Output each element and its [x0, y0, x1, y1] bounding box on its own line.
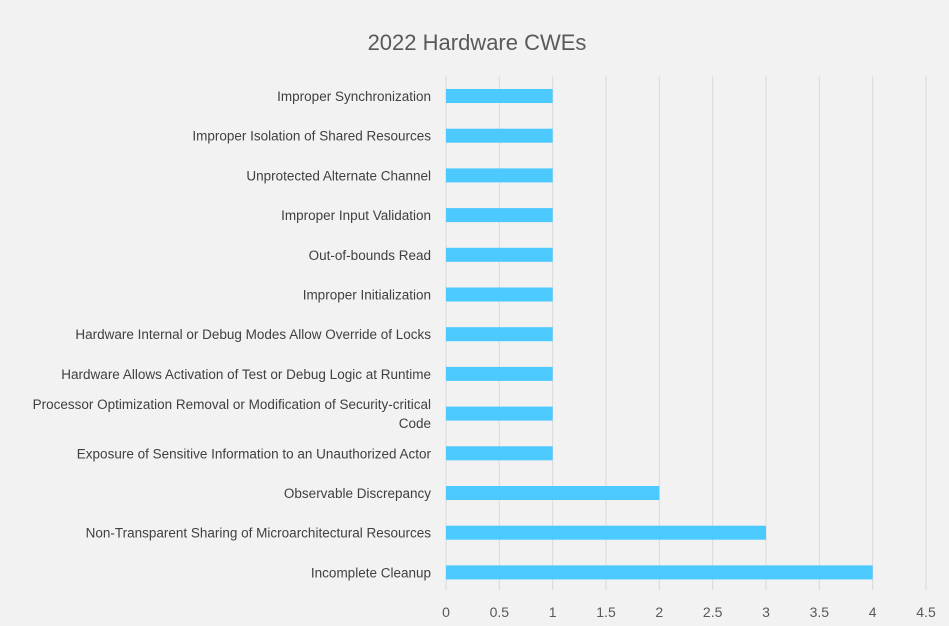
- bars: [446, 89, 873, 580]
- chart-title: 2022 Hardware CWEs: [368, 30, 587, 55]
- bar: [446, 128, 553, 143]
- bar: [446, 168, 553, 183]
- x-tick-label: 1: [549, 604, 557, 620]
- bar: [446, 327, 553, 342]
- x-tick-label: 3: [762, 604, 770, 620]
- x-tick-label: 4.5: [916, 604, 936, 620]
- x-tick-label: 0: [442, 604, 450, 620]
- category-label: Hardware Allows Activation of Test or De…: [61, 367, 431, 382]
- x-tick-label: 0.5: [490, 604, 510, 620]
- category-label: Incomplete Cleanup: [311, 565, 431, 580]
- bar: [446, 208, 553, 223]
- x-tick-label: 3.5: [810, 604, 830, 620]
- category-label: Improper Input Validation: [281, 208, 431, 223]
- x-axis-tick-labels: 0 0.5 1 1.5 2 2.5 3 3.5 4 4.5: [442, 604, 936, 620]
- category-label: Hardware Internal or Debug Modes Allow O…: [75, 327, 431, 342]
- category-labels: Improper Synchronization Improper Isolati…: [33, 89, 432, 580]
- bar: [446, 406, 553, 421]
- x-tick-label: 2: [655, 604, 663, 620]
- bar: [446, 366, 553, 381]
- category-label: Non-Transparent Sharing of Microarchitec…: [86, 526, 432, 541]
- category-label: Exposure of Sensitive Information to an …: [77, 446, 432, 461]
- category-label: Improper Isolation of Shared Resources: [192, 129, 431, 144]
- category-label: Improper Initialization: [303, 288, 431, 303]
- bar: [446, 287, 553, 302]
- category-label: Improper Synchronization: [277, 89, 431, 104]
- bar: [446, 525, 766, 540]
- x-tick-label: 4: [869, 604, 877, 620]
- category-label: Observable Discrepancy: [284, 486, 431, 501]
- x-tick-label: 1.5: [596, 604, 616, 620]
- category-label: Unprotected Alternate Channel: [246, 168, 431, 183]
- bar: [446, 446, 553, 461]
- bar: [446, 486, 660, 500]
- gridlines: [445, 76, 927, 590]
- category-label: Processor Optimization Removal or Modifi…: [33, 397, 431, 431]
- bar: [446, 247, 553, 262]
- bar: [446, 565, 873, 580]
- x-tick-label: 2.5: [703, 604, 723, 620]
- category-label: Out-of-bounds Read: [309, 248, 431, 263]
- bar: [446, 89, 553, 103]
